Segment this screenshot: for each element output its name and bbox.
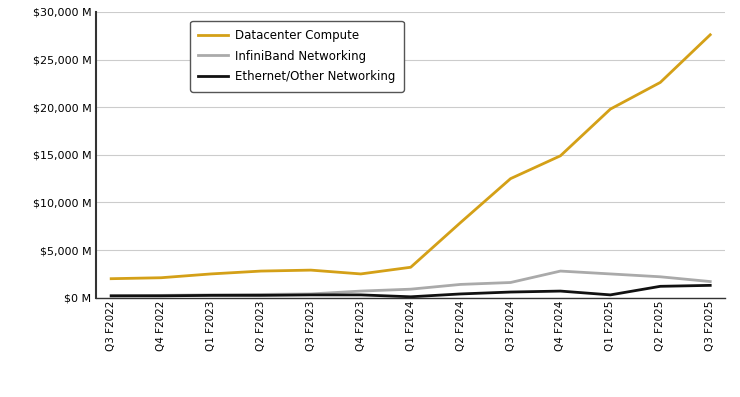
Ethernet/Other Networking [456,291,465,296]
Ethernet/Other Networking [257,293,266,298]
Line: InfiniBand Networking: InfiniBand Networking [111,271,710,296]
Datacenter Compute [157,276,166,280]
Datacenter Compute [357,272,366,276]
Datacenter Compute [107,276,115,281]
Ethernet/Other Networking [157,293,166,298]
Ethernet/Other Networking [506,290,515,295]
InfiniBand Networking [606,272,615,276]
InfiniBand Networking [506,280,515,285]
Line: Ethernet/Other Networking: Ethernet/Other Networking [111,285,710,297]
Ethernet/Other Networking [306,293,315,297]
InfiniBand Networking [157,293,166,298]
Ethernet/Other Networking [206,293,215,298]
Legend: Datacenter Compute, InfiniBand Networking, Ethernet/Other Networking: Datacenter Compute, InfiniBand Networkin… [190,21,403,92]
Datacenter Compute [706,33,715,37]
Line: Datacenter Compute: Datacenter Compute [111,35,710,279]
InfiniBand Networking [656,274,665,279]
Datacenter Compute [306,268,315,272]
Ethernet/Other Networking [556,289,565,293]
InfiniBand Networking [456,282,465,287]
Datacenter Compute [406,265,415,270]
Ethernet/Other Networking [656,284,665,289]
Ethernet/Other Networking [357,293,366,297]
InfiniBand Networking [357,289,366,293]
Ethernet/Other Networking [406,295,415,299]
InfiniBand Networking [206,293,215,297]
InfiniBand Networking [107,293,115,298]
Datacenter Compute [656,80,665,85]
Ethernet/Other Networking [107,293,115,298]
InfiniBand Networking [406,287,415,291]
Ethernet/Other Networking [706,283,715,288]
Datacenter Compute [206,272,215,276]
InfiniBand Networking [706,279,715,284]
Datacenter Compute [506,176,515,181]
Datacenter Compute [556,153,565,158]
Ethernet/Other Networking [606,293,615,297]
Datacenter Compute [606,107,615,112]
Datacenter Compute [257,269,266,274]
Datacenter Compute [456,220,465,225]
InfiniBand Networking [306,291,315,296]
InfiniBand Networking [257,292,266,297]
InfiniBand Networking [556,269,565,274]
